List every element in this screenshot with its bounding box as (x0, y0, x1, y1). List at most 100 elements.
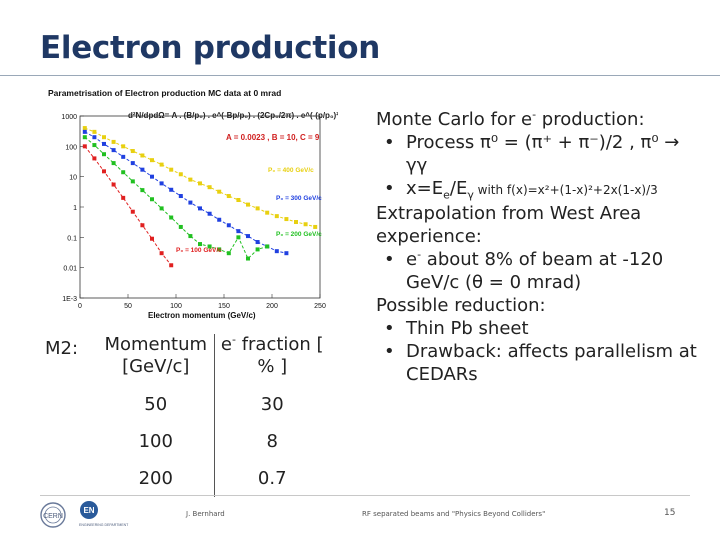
data-point (169, 215, 174, 220)
data-point (178, 224, 183, 229)
m2-label: M2: (45, 338, 79, 359)
data-point (102, 135, 106, 140)
data-point (121, 144, 126, 149)
data-point (226, 194, 231, 199)
data-point (102, 169, 106, 174)
data-point (150, 158, 154, 163)
data-point (217, 189, 222, 194)
data-point (92, 156, 97, 161)
series-curve (84, 136, 268, 260)
cell-fraction: 8 (266, 431, 278, 452)
x-tick-label: 0 (78, 303, 82, 310)
table-row: 100 8 (98, 423, 330, 460)
en-department-logo-icon: EN ENGINEERING DEPARTMENT (79, 501, 129, 527)
chart-formula-params: A = 0.0023 , B = 10, C = 9 (226, 133, 320, 142)
chart-formula: d²N/dpdΩ= A . (B/p₀) . e^(-Bp/p₀) . (2Cp… (128, 111, 338, 120)
data-point (121, 195, 126, 200)
data-point (111, 139, 116, 144)
footer-page-number: 15 (664, 508, 676, 518)
data-point (169, 187, 174, 192)
data-point (102, 152, 106, 157)
data-point (169, 167, 174, 172)
chart-x-axis-label: Electron momentum (GeV/c) (148, 311, 256, 320)
data-point (111, 148, 116, 153)
data-point (150, 174, 154, 179)
title-divider (0, 75, 720, 76)
data-point (130, 161, 135, 166)
data-point (111, 182, 116, 187)
electron-production-chart: Parametrisation of Electron production M… (48, 88, 338, 320)
data-point (255, 240, 260, 245)
cern-logo-icon: CERN (40, 502, 66, 528)
series-label: P₀ = 100 GeV/c (176, 247, 222, 254)
data-point (274, 214, 279, 219)
series-curve (84, 131, 287, 254)
series-curve (84, 127, 316, 228)
data-point (188, 200, 193, 205)
data-point (246, 234, 250, 239)
data-point (159, 206, 164, 211)
data-point (159, 162, 164, 167)
header-fraction: e- fraction [ % ] (220, 333, 324, 377)
cern-logo-text: CERN (43, 513, 63, 520)
data-point (159, 181, 164, 186)
data-point (130, 179, 135, 184)
data-point (246, 202, 250, 207)
data-point (130, 149, 135, 154)
data-point (284, 217, 289, 222)
data-point (255, 247, 260, 252)
footer-author: J. Bernhard (186, 510, 225, 518)
data-point (140, 153, 145, 158)
data-point (130, 209, 135, 214)
bullet-thin-pb: • Thin Pb sheet (384, 318, 529, 339)
table-row: 50 30 (98, 386, 330, 423)
bullet-process: • Process π⁰ = (π⁺ + π⁻)/2 , π⁰ → γγ (384, 132, 680, 176)
data-point (92, 129, 97, 134)
series-label: P₀ = 300 GeV/c (276, 195, 322, 202)
data-point (121, 154, 126, 159)
data-point (294, 220, 298, 225)
x-tick-label: 150 (218, 303, 230, 310)
bullet-electron-fraction: • e- about 8% of beam at -120 GeV/c (θ = … (384, 248, 664, 293)
data-point (265, 244, 270, 249)
data-point (198, 206, 202, 211)
table-row: 200 0.7 (98, 460, 330, 497)
data-point (92, 135, 97, 140)
data-point (284, 251, 289, 256)
data-point (102, 141, 106, 146)
slide-title: Electron production (40, 30, 380, 66)
bullet-drawback: • Drawback: affects parallelism at CEDARs (384, 341, 697, 385)
data-point (246, 256, 250, 261)
data-point (303, 222, 308, 227)
footer-event: RF separated beams and "Physics Beyond C… (362, 510, 546, 518)
series-curve (84, 146, 172, 266)
y-tick-label: 1000 (61, 114, 77, 121)
data-point (92, 143, 97, 148)
data-point (207, 185, 212, 190)
data-point (236, 229, 241, 234)
data-point (226, 251, 231, 256)
data-point (274, 249, 279, 254)
right-text-block: Monte Carlo for e- production: • Process … (376, 108, 706, 386)
data-point (178, 194, 183, 199)
data-point (121, 170, 126, 175)
extrapolation-heading: Extrapolation from West Area experience: (376, 203, 642, 247)
data-point (150, 197, 154, 202)
data-point (188, 177, 193, 182)
x-tick-label: 50 (124, 303, 132, 310)
x-tick-label: 200 (266, 303, 278, 310)
data-point (169, 263, 174, 268)
footer-divider (40, 495, 690, 496)
data-point (159, 251, 164, 256)
y-tick-label: 0.01 (63, 266, 77, 273)
chart-title: Parametrisation of Electron production M… (48, 88, 281, 98)
data-point (207, 211, 212, 216)
x-tick-label: 100 (170, 303, 182, 310)
data-point (313, 224, 318, 229)
data-point (198, 242, 202, 247)
y-tick-label: 1E-3 (62, 296, 77, 303)
data-point (111, 161, 116, 166)
reduction-heading: Possible reduction: (376, 295, 546, 316)
data-point (198, 181, 202, 186)
data-point (265, 210, 270, 215)
